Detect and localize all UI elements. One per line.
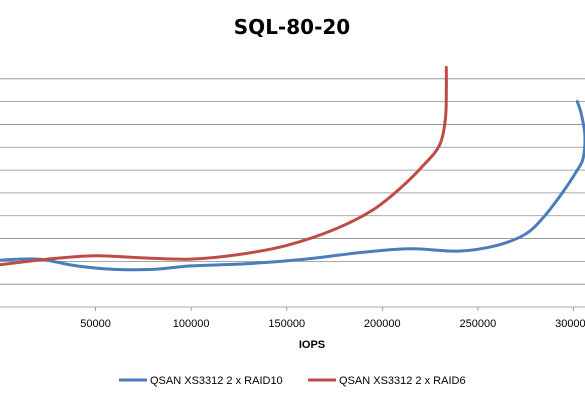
x-axis-ticks: 50000 100000 150000 200000 250000 300000 (80, 307, 585, 330)
legend-label: QSAN XS3312 2 x RAID10 (150, 375, 283, 387)
gridlines (0, 78, 585, 308)
chart-title: SQL-80-20 (234, 15, 350, 39)
plot-area: 50000 100000 150000 200000 250000 300000 (0, 65, 585, 330)
x-tick-label: 200000 (364, 318, 401, 330)
x-tick-label: 150000 (268, 318, 305, 330)
series-layer (0, 65, 585, 272)
x-tick-label: 50000 (80, 318, 111, 330)
x-tick-label: 100000 (173, 318, 210, 330)
legend: QSAN XS3312 2 x RAID10 QSAN XS3312 2 x RA… (119, 375, 466, 387)
series-line-raid10 (0, 100, 585, 272)
x-tick-label: 250000 (460, 318, 497, 330)
x-tick-label: 300000 (555, 318, 585, 330)
legend-item: QSAN XS3312 2 x RAID10 (119, 375, 283, 387)
x-axis-title: IOPS (299, 339, 325, 351)
legend-item: QSAN XS3312 2 x RAID6 (308, 375, 466, 387)
series-line-raid6 (0, 65, 448, 267)
legend-label: QSAN XS3312 2 x RAID6 (339, 375, 466, 387)
